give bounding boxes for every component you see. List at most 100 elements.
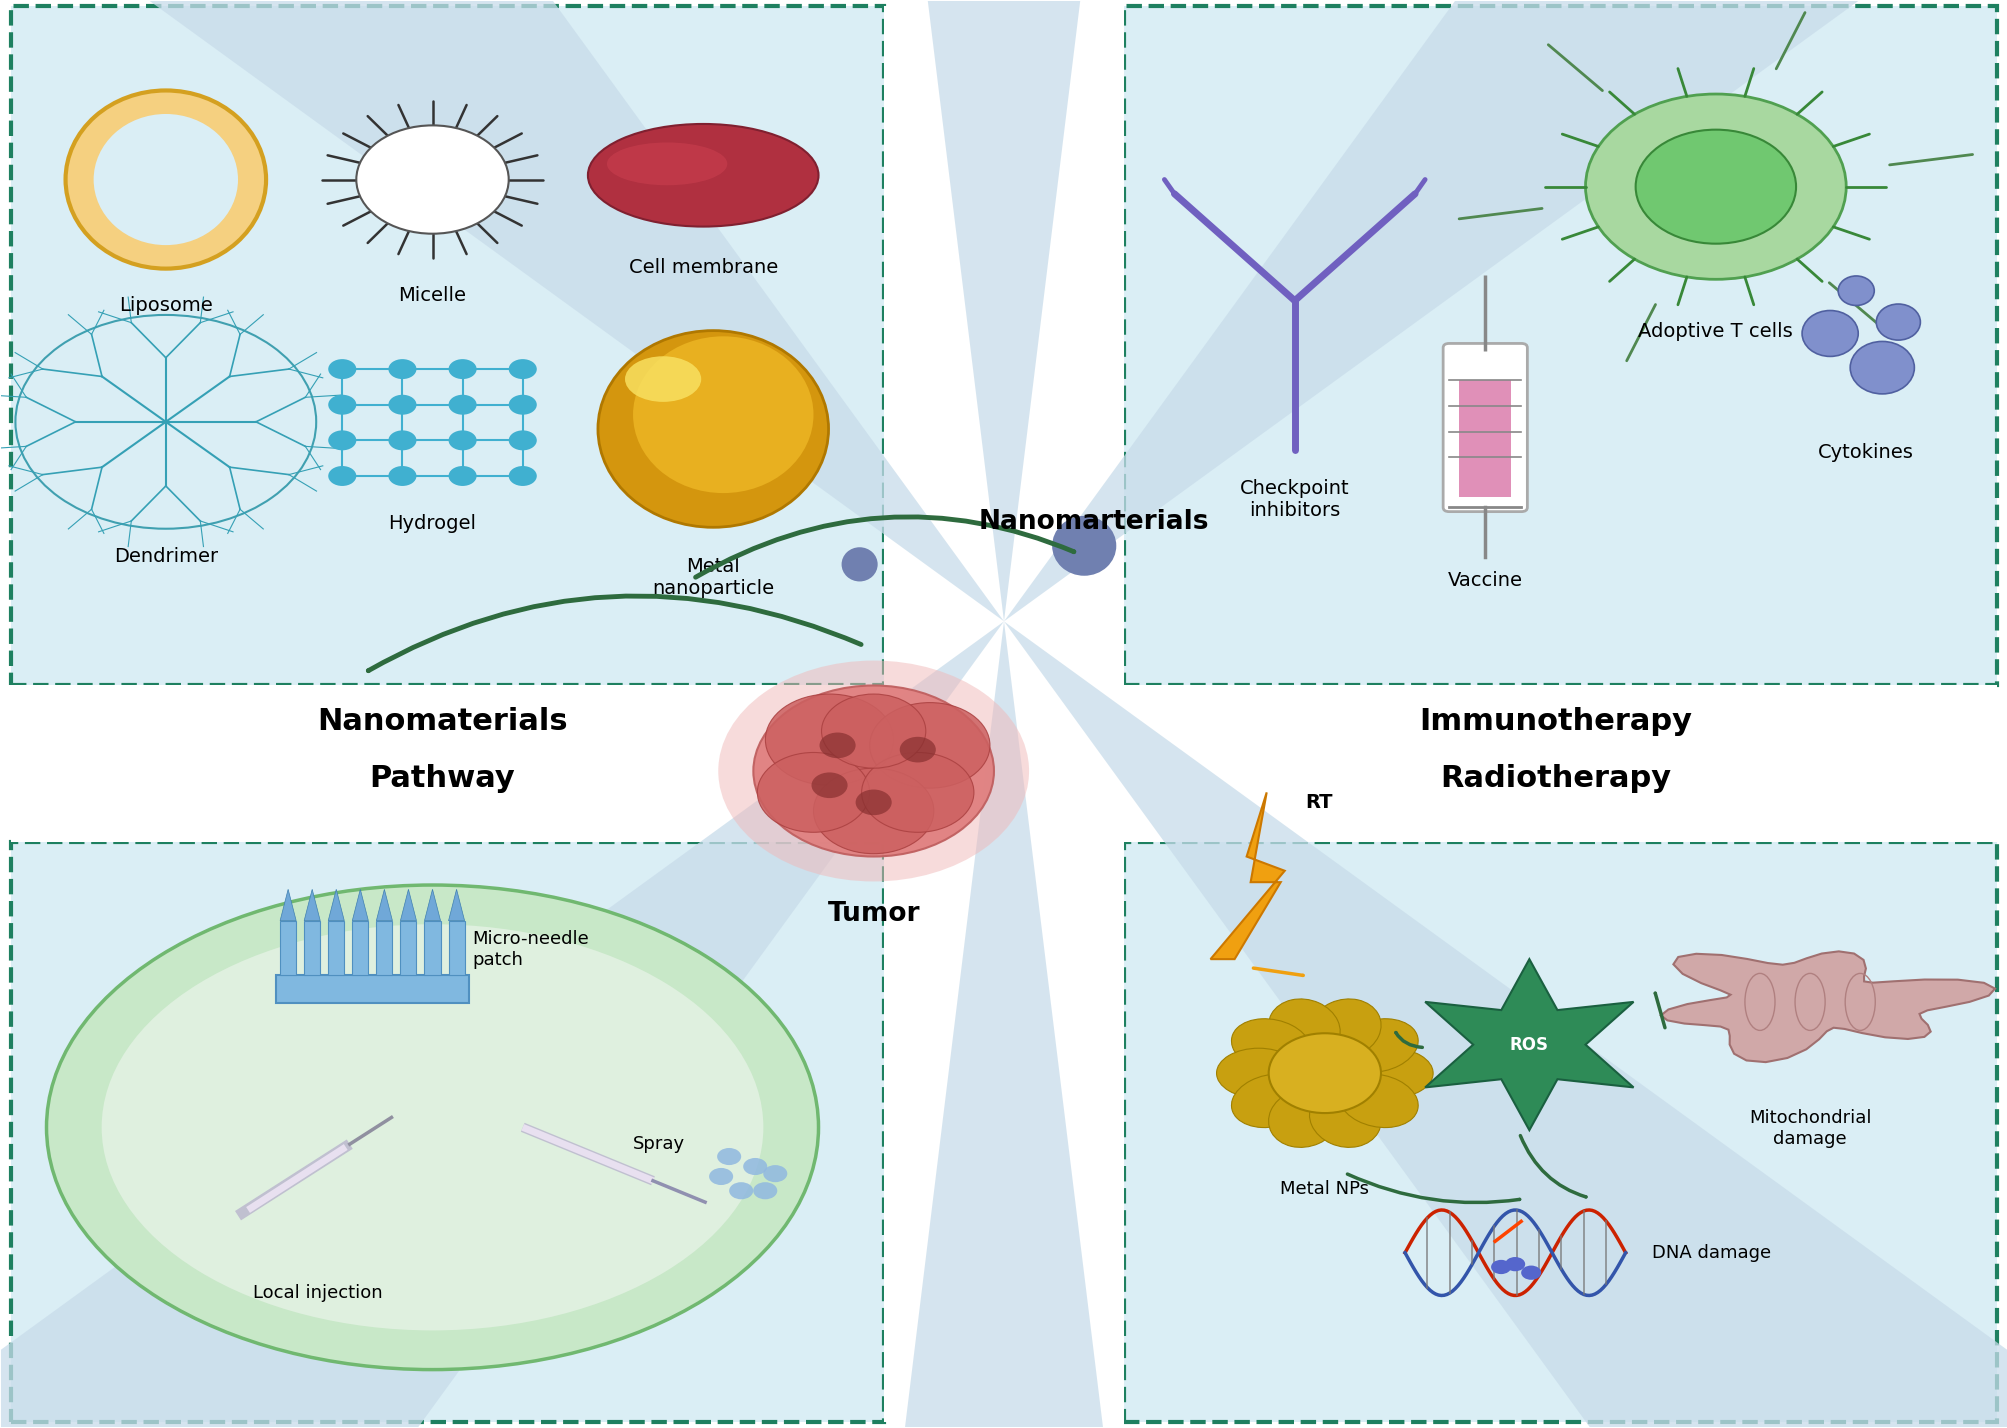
Polygon shape [327,890,343,921]
Ellipse shape [1309,1088,1381,1147]
Polygon shape [869,0,1138,621]
FancyArrowPatch shape [1252,968,1303,975]
Text: Nanomaterials: Nanomaterials [317,707,568,735]
Text: Tumor: Tumor [827,901,919,927]
Polygon shape [1210,793,1284,960]
Ellipse shape [66,90,267,268]
Bar [327,921,343,975]
Ellipse shape [588,124,819,227]
Circle shape [327,358,355,378]
Bar [423,921,440,975]
Circle shape [753,1182,777,1200]
Polygon shape [423,890,440,921]
Circle shape [508,394,536,414]
Ellipse shape [1875,304,1919,340]
Ellipse shape [819,733,855,758]
Circle shape [387,430,415,450]
Ellipse shape [1052,516,1116,575]
Text: Hydrogel: Hydrogel [387,514,476,534]
Ellipse shape [899,737,935,763]
Ellipse shape [1339,1074,1417,1128]
Ellipse shape [1349,1048,1433,1098]
Circle shape [708,1168,733,1185]
FancyArrowPatch shape [367,595,861,671]
Bar [351,921,367,975]
Text: Adoptive T cells: Adoptive T cells [1638,323,1792,341]
Circle shape [327,430,355,450]
Polygon shape [399,890,415,921]
Ellipse shape [632,337,813,493]
Ellipse shape [598,331,829,527]
Ellipse shape [1339,1018,1417,1072]
Polygon shape [0,621,1004,1428]
Bar [12,6,883,685]
Circle shape [763,1165,787,1182]
Text: Metal
nanoparticle: Metal nanoparticle [652,557,775,598]
Circle shape [1505,1257,1525,1271]
Polygon shape [375,890,391,921]
Circle shape [729,1182,753,1200]
Text: Vaccine: Vaccine [1447,571,1521,590]
Circle shape [508,430,536,450]
Ellipse shape [1230,1074,1311,1128]
Ellipse shape [765,694,893,785]
Circle shape [387,358,415,378]
Ellipse shape [46,885,819,1369]
Circle shape [16,316,315,528]
Polygon shape [351,890,367,921]
Circle shape [355,126,508,234]
Polygon shape [1425,960,1634,1130]
Text: Radiotherapy: Radiotherapy [1439,764,1670,793]
Text: Immunotherapy: Immunotherapy [1419,707,1692,735]
Polygon shape [303,890,319,921]
Ellipse shape [1268,1000,1339,1058]
FancyArrowPatch shape [694,517,1074,577]
Circle shape [327,394,355,414]
Ellipse shape [719,661,1028,881]
Text: Micro-needle
patch: Micro-needle patch [472,930,590,968]
Circle shape [1491,1259,1511,1274]
Bar [303,921,319,975]
Text: Metal NPs: Metal NPs [1280,1180,1369,1198]
FancyBboxPatch shape [1443,344,1527,511]
Circle shape [716,1148,741,1165]
Text: Cell membrane: Cell membrane [628,258,777,277]
Text: ROS: ROS [1509,1035,1547,1054]
Bar [375,921,391,975]
Ellipse shape [624,356,700,401]
Circle shape [387,466,415,486]
Text: Liposome: Liposome [118,297,213,316]
Ellipse shape [1268,1088,1339,1147]
Ellipse shape [861,753,973,833]
Circle shape [448,430,476,450]
Ellipse shape [811,773,847,798]
Text: Dendrimer: Dendrimer [114,547,219,567]
Text: Local injection: Local injection [253,1284,383,1302]
Bar [279,921,295,975]
Bar [277,975,468,1004]
Ellipse shape [606,143,727,186]
Circle shape [448,466,476,486]
Circle shape [1268,1034,1381,1112]
Circle shape [508,358,536,378]
Bar [1459,380,1511,497]
Text: Nanomarterials: Nanomarterials [979,508,1208,534]
Bar [399,921,415,975]
Text: Pathway: Pathway [369,764,516,793]
Ellipse shape [855,790,891,815]
Circle shape [1521,1265,1541,1279]
Ellipse shape [869,703,989,788]
FancyArrowPatch shape [1395,1032,1421,1047]
Ellipse shape [1836,276,1873,306]
Text: DNA damage: DNA damage [1652,1244,1770,1262]
Ellipse shape [841,547,877,581]
Ellipse shape [757,753,869,833]
Circle shape [743,1158,767,1175]
Text: Micelle: Micelle [397,287,466,306]
Text: Checkpoint
inhibitors: Checkpoint inhibitors [1240,478,1349,520]
Ellipse shape [821,694,925,768]
Circle shape [327,466,355,486]
FancyArrowPatch shape [1654,994,1664,1028]
Bar [1124,6,1995,685]
Ellipse shape [1216,1048,1301,1098]
